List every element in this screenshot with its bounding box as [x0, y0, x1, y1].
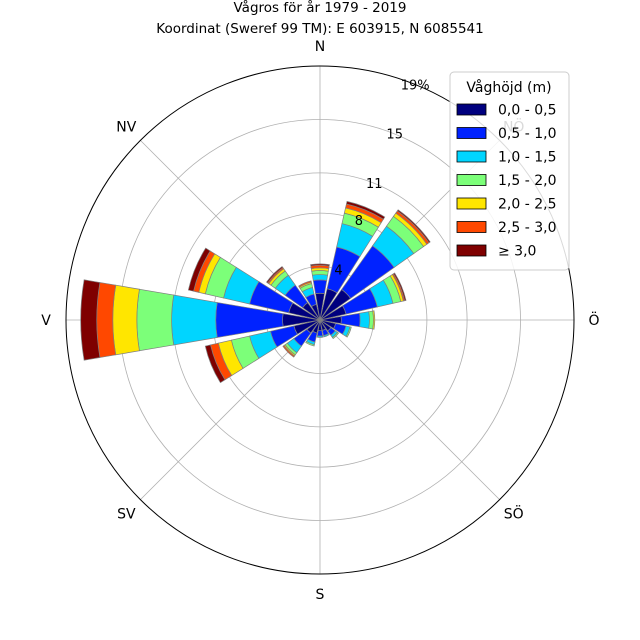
legend-swatch: [456, 150, 487, 163]
direction-label: N: [315, 39, 325, 55]
bar-segment: [311, 270, 329, 276]
legend-swatch: [456, 127, 487, 139]
bar-segment: [345, 200, 386, 220]
radial-tick-label: 8: [355, 214, 363, 229]
direction-label: SÖ: [504, 505, 524, 523]
legend-label: 1,0 - 1,5: [498, 150, 556, 166]
radial-tick-label: 19%: [401, 78, 430, 93]
legend-swatch: [456, 174, 487, 186]
chart-title: Vågros för år 1979 - 2019: [233, 0, 406, 16]
radial-tick-labels: 4 8 11 15 19%: [334, 78, 429, 278]
bar-segment: [396, 209, 431, 244]
bar-segment: [372, 310, 376, 330]
bar-segment: [171, 294, 218, 346]
bar-segment: [187, 247, 211, 292]
bar-segment: [359, 311, 370, 329]
bar-segment: [310, 263, 330, 267]
bar-segment: [298, 280, 312, 288]
polar-frame: [65, 65, 575, 575]
direction-label: SV: [117, 507, 136, 523]
bar-segment: [112, 284, 140, 356]
direction-label: V: [41, 313, 51, 329]
radial-tick-label: 15: [386, 128, 403, 143]
radial-tick-label: 4: [334, 264, 342, 279]
legend-title: Våghöjd (m): [466, 79, 551, 96]
legend-label: 2,5 - 3,0: [498, 220, 556, 236]
bar-segment: [312, 279, 328, 295]
legend-swatch: [456, 221, 487, 233]
bar-segment: [316, 335, 324, 338]
bar-segment: [316, 330, 324, 337]
legend-label: ≥ 3,0: [498, 244, 536, 260]
direction-label: Ö: [588, 311, 599, 329]
direction-label: S: [316, 587, 325, 603]
bar-segment: [305, 341, 315, 347]
bar-segment: [345, 326, 352, 338]
grid-spoke: [319, 319, 500, 500]
legend-swatch: [456, 244, 487, 257]
direction-label: NV: [116, 119, 136, 135]
bar-segment: [282, 345, 295, 358]
bar-segment: [393, 272, 407, 302]
bar-layer: [80, 200, 431, 384]
bar-segment: [331, 331, 340, 340]
bar-segment: [136, 288, 175, 352]
bar-segment: [311, 274, 329, 281]
bar-segment: [96, 282, 117, 358]
bar-segment: [266, 266, 284, 284]
legend-label: 0,0 - 0,5: [498, 103, 556, 119]
legend-label: 0,5 - 1,0: [498, 126, 556, 142]
legend-swatch: [456, 197, 487, 210]
radial-tick-label: 11: [366, 177, 383, 192]
legend-swatch: [456, 103, 487, 116]
legend-box: [449, 71, 570, 271]
legend: Våghöjd (m) 0,0 - 0,5 0,5 - 1,0 1,0 - 1,5 1…: [449, 71, 570, 271]
bar-segment: [340, 312, 361, 328]
legend-label: 2,0 - 2,5: [498, 197, 556, 213]
bar-segment: [323, 333, 330, 338]
bar-segment: [80, 279, 101, 361]
bar-segment: [204, 344, 226, 384]
legend-label: 1,5 - 2,0: [498, 173, 556, 189]
chart-subtitle: Koordinat (Sweref 99 TM): E 603915, N 60…: [156, 21, 483, 37]
